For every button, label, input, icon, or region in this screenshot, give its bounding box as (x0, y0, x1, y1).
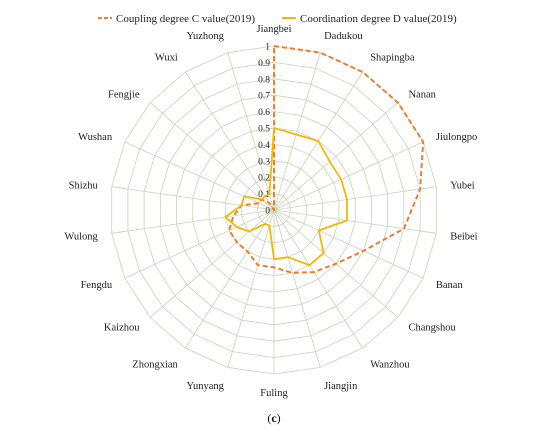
grid-spoke-17 (111, 186, 275, 211)
category-label-12: Yunyang (187, 381, 225, 392)
data-series (224, 45, 425, 274)
category-label-13: Zhongxian (132, 360, 178, 371)
legend-label-0: Coupling degree C value(2019) (116, 13, 255, 25)
caption-letter: c (271, 411, 277, 425)
grid-spoke-15 (124, 209, 275, 279)
category-label-18: Wushan (78, 132, 113, 143)
category-label-3: Nanan (409, 89, 437, 100)
category-label-7: Banan (436, 280, 464, 291)
category-labels: Jiangbei Dadukou Shapingba Nanan Jiulongpo Yu… (64, 24, 477, 399)
tick-label-4: 0.4 (258, 141, 270, 151)
radial-tick-labels: 0 0.1 0.2 0.3 0.4 0.5 0.6 0.7 0.8 0.9 1 (258, 43, 270, 217)
tick-label-9: 0.9 (258, 59, 270, 69)
grid-spoke-6 (273, 209, 437, 234)
grid-spoke-13 (184, 209, 275, 349)
grid-spoke-3 (273, 102, 399, 211)
category-label-0: Jiangbei (257, 24, 292, 35)
tick-label-6: 0.6 (258, 108, 270, 118)
grid-spoke-1 (273, 52, 321, 211)
category-label-9: Wanzhou (370, 360, 410, 371)
grid-spoke-9 (273, 209, 364, 349)
grid-spoke-4 (273, 141, 424, 211)
category-label-16: Wulong (64, 231, 98, 242)
grid-spoke-14 (149, 209, 275, 318)
grid-spoke-5 (273, 186, 437, 211)
tick-label-5: 0.5 (258, 125, 270, 135)
category-label-19: Fengjie (108, 89, 140, 100)
category-label-2: Shapingba (370, 52, 415, 63)
tick-label-1: 0.1 (258, 190, 270, 200)
category-label-11: Fuling (260, 388, 288, 399)
series-line-0 (228, 45, 425, 274)
caption-open: ( (267, 411, 271, 425)
category-label-14: Kaizhou (104, 323, 140, 334)
legend-label-1: Coordination degree D value(2019) (300, 13, 457, 25)
category-label-21: Yuzhong (187, 31, 225, 42)
category-label-17: Shizhu (69, 181, 99, 192)
tick-label-3: 0.3 (258, 157, 270, 167)
tick-label-0: 0 (265, 207, 270, 217)
tick-label-7: 0.7 (258, 92, 270, 102)
grid-spoke-16 (111, 209, 275, 234)
grid-spoke-20 (184, 71, 275, 211)
tick-label-8: 0.8 (258, 75, 270, 85)
tick-label-2: 0.2 (258, 174, 270, 184)
figure-caption: (c) (267, 411, 280, 425)
legend: Coupling degree C value(2019) Coordinatio… (98, 13, 457, 25)
grid-spoke-12 (227, 209, 275, 368)
grid-spoke-7 (273, 209, 424, 279)
category-label-20: Wuxi (155, 52, 178, 63)
grid-spoke-18 (124, 141, 275, 211)
grid-spoke-19 (149, 102, 275, 211)
tick-label-10: 1 (265, 43, 270, 53)
grid-spoke-21 (227, 52, 275, 211)
caption-close: ) (277, 411, 281, 425)
category-label-5: Yubei (450, 181, 475, 192)
series-line-1 (224, 127, 348, 267)
category-label-10: Jiangjin (324, 381, 358, 392)
category-label-1: Dadukou (324, 31, 363, 42)
category-label-6: Beibei (450, 231, 477, 242)
category-label-8: Changshou (409, 323, 457, 334)
category-label-15: Fengdu (81, 280, 113, 291)
category-label-4: Jiulongpo (436, 132, 477, 143)
grid-spoke-10 (273, 209, 321, 368)
